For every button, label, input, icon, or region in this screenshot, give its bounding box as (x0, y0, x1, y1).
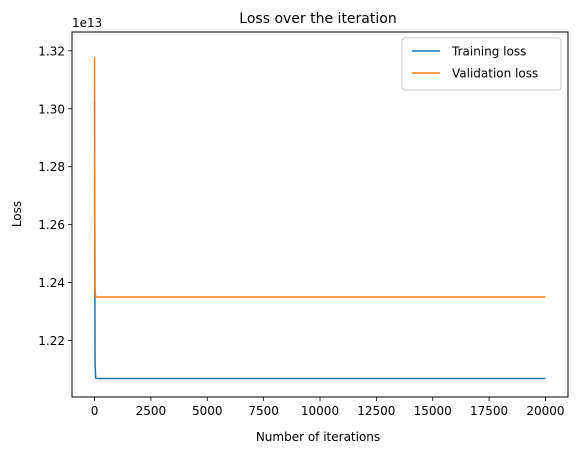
x-tick-label: 12500 (357, 404, 395, 418)
x-tick-label: 7500 (248, 404, 279, 418)
y-tick-label: 1.26 (38, 218, 65, 232)
y-tick-label: 1.28 (38, 160, 65, 174)
x-tick-label: 5000 (192, 404, 223, 418)
x-tick-label: 10000 (301, 404, 339, 418)
chart-title: Loss over the iteration (239, 11, 396, 27)
series-line-validation-loss (95, 57, 546, 297)
x-tick-label: 2500 (136, 404, 167, 418)
x-axis-label: Number of iterations (256, 430, 380, 444)
y-tick-label: 1.32 (38, 44, 65, 58)
series-line-training-loss (95, 102, 546, 379)
ticks-layer: 0 2500 5000 7500 10000 12500 15000 17500 20000 1.… (38, 44, 564, 418)
x-tick-label: 0 (91, 404, 99, 418)
series-layer (95, 57, 546, 378)
y-tick-label: 1.22 (38, 334, 65, 348)
y-offset-text: 1e13 (72, 16, 102, 30)
legend-label-validation: Validation loss (452, 67, 538, 81)
y-tick-label: 1.24 (38, 276, 65, 290)
legend-label-training: Training loss (451, 45, 526, 59)
y-axis-label: Loss (10, 201, 24, 227)
legend: Training loss Validation loss (402, 38, 561, 90)
x-tick-label: 17500 (470, 404, 508, 418)
x-tick-label: 20000 (526, 404, 564, 418)
x-tick-label: 15000 (414, 404, 452, 418)
y-tick-label: 1.30 (38, 102, 65, 116)
